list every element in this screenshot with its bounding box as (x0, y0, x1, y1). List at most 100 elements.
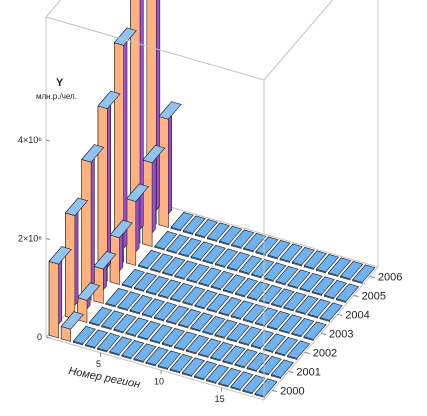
bar-top-face (161, 328, 185, 347)
bar-top-face (165, 305, 190, 324)
bar-front-face (81, 158, 92, 301)
bar-top-face (125, 183, 150, 202)
bar-top-face (226, 323, 250, 342)
bar-top-face (202, 245, 226, 264)
y-tick-mark (320, 333, 327, 335)
bar-top-face (170, 283, 194, 302)
bar-10-2005 (239, 255, 263, 275)
bar-top-face (170, 212, 194, 231)
bar-top-face (174, 260, 198, 279)
z-tick-mark (45, 336, 51, 339)
bar-top-face (133, 272, 158, 291)
bar-10-2001 (173, 331, 198, 351)
bar-top-face (270, 359, 294, 378)
bar-15-2000 (218, 367, 242, 388)
bar-5-2006 (194, 218, 218, 239)
bar-top-face (271, 288, 295, 307)
bar-15-2006 (315, 253, 340, 274)
bar-top-face (97, 333, 121, 352)
bar-top-face (275, 266, 299, 285)
bar-top-face (202, 316, 226, 335)
bar-top-face (60, 311, 84, 330)
bar-8-2001 (149, 324, 173, 344)
bar-12-2002 (214, 319, 238, 339)
bar-top-face (250, 330, 274, 349)
bar-1-2000 (48, 245, 72, 339)
bar-top-face (222, 274, 246, 293)
bar-top-face (150, 253, 174, 272)
bar-6-2004 (174, 260, 198, 280)
y-tick-label: 2006 (378, 272, 402, 284)
bar-top-face (206, 293, 230, 312)
y-tick-mark (272, 390, 278, 392)
bar-7-2002 (153, 301, 178, 322)
bar-top-face (142, 144, 166, 164)
y-tick-label: 2004 (345, 310, 369, 322)
bar-top-face (206, 222, 231, 241)
bar-14-2000 (206, 364, 230, 384)
bar-top-face (315, 254, 340, 273)
z-tick-mark (45, 139, 51, 142)
bar-top-face (267, 240, 291, 259)
box-edge-back (159, 203, 379, 268)
bar-5-2001 (113, 313, 137, 334)
bar-top-face (121, 340, 145, 359)
bar-top-face (251, 259, 275, 278)
bar-top-face (262, 333, 287, 352)
bar-top-face (162, 257, 186, 276)
z-axis-unit: млн.р./чел. (36, 92, 77, 101)
bar-front-face (142, 159, 153, 247)
bar-top-face (242, 375, 266, 394)
bar-top-face (145, 276, 170, 295)
z-tick-mark (45, 238, 51, 241)
bar-9-2003 (194, 289, 218, 310)
bar-9-2002 (178, 308, 202, 329)
bar-top-face (303, 321, 327, 340)
y-tick-label: 2005 (362, 291, 386, 303)
bar-top-face (185, 335, 210, 354)
bar-top-face (173, 331, 198, 350)
bar-top-face (274, 337, 299, 356)
bar-6-2002 (141, 298, 165, 318)
bar-7-2003 (170, 282, 194, 303)
bar-top-face (258, 356, 282, 375)
bar-top-face (226, 252, 251, 271)
bar-top-face (279, 314, 303, 333)
bar-7-2000 (121, 339, 145, 360)
bar-top-face (242, 304, 267, 323)
bar-18-2002 (287, 340, 311, 360)
bar-6-2000 (109, 336, 133, 356)
bar-13-2000 (193, 360, 218, 381)
bar-top-face (287, 269, 311, 288)
bar-front-face (126, 198, 137, 266)
bar-top-face (137, 250, 162, 269)
bar-top-face (182, 286, 206, 305)
bar-4-2004 (150, 253, 174, 273)
bar-12-2000 (181, 357, 206, 377)
bar-4-2000 (84, 329, 109, 349)
x-tick-label: 5 (96, 359, 101, 369)
bar-5-2000 (97, 332, 121, 353)
bar-11-2002 (202, 315, 226, 336)
bar-top-face (157, 350, 181, 369)
bar-3-2003 (121, 268, 145, 289)
bar-14-2006 (303, 250, 327, 270)
bar-4-2001 (101, 310, 125, 330)
bar-16-2002 (262, 333, 287, 353)
bar-top-face (303, 250, 327, 269)
bar-top-face (113, 27, 137, 46)
x-axis-label: Номер регион (67, 365, 141, 391)
bar-front-face (158, 116, 169, 228)
bar-top-face (238, 326, 262, 345)
bar-top-face (299, 273, 323, 292)
bar-6-2001 (125, 317, 149, 337)
bar-15-2004 (283, 291, 307, 312)
y-tick-label: 2002 (313, 348, 337, 360)
bar-top-face (193, 361, 218, 380)
bar-top-face (137, 321, 161, 340)
bar-13-2004 (259, 284, 283, 305)
bar-2-2000 (60, 310, 84, 342)
bar-12-2003 (230, 300, 254, 320)
